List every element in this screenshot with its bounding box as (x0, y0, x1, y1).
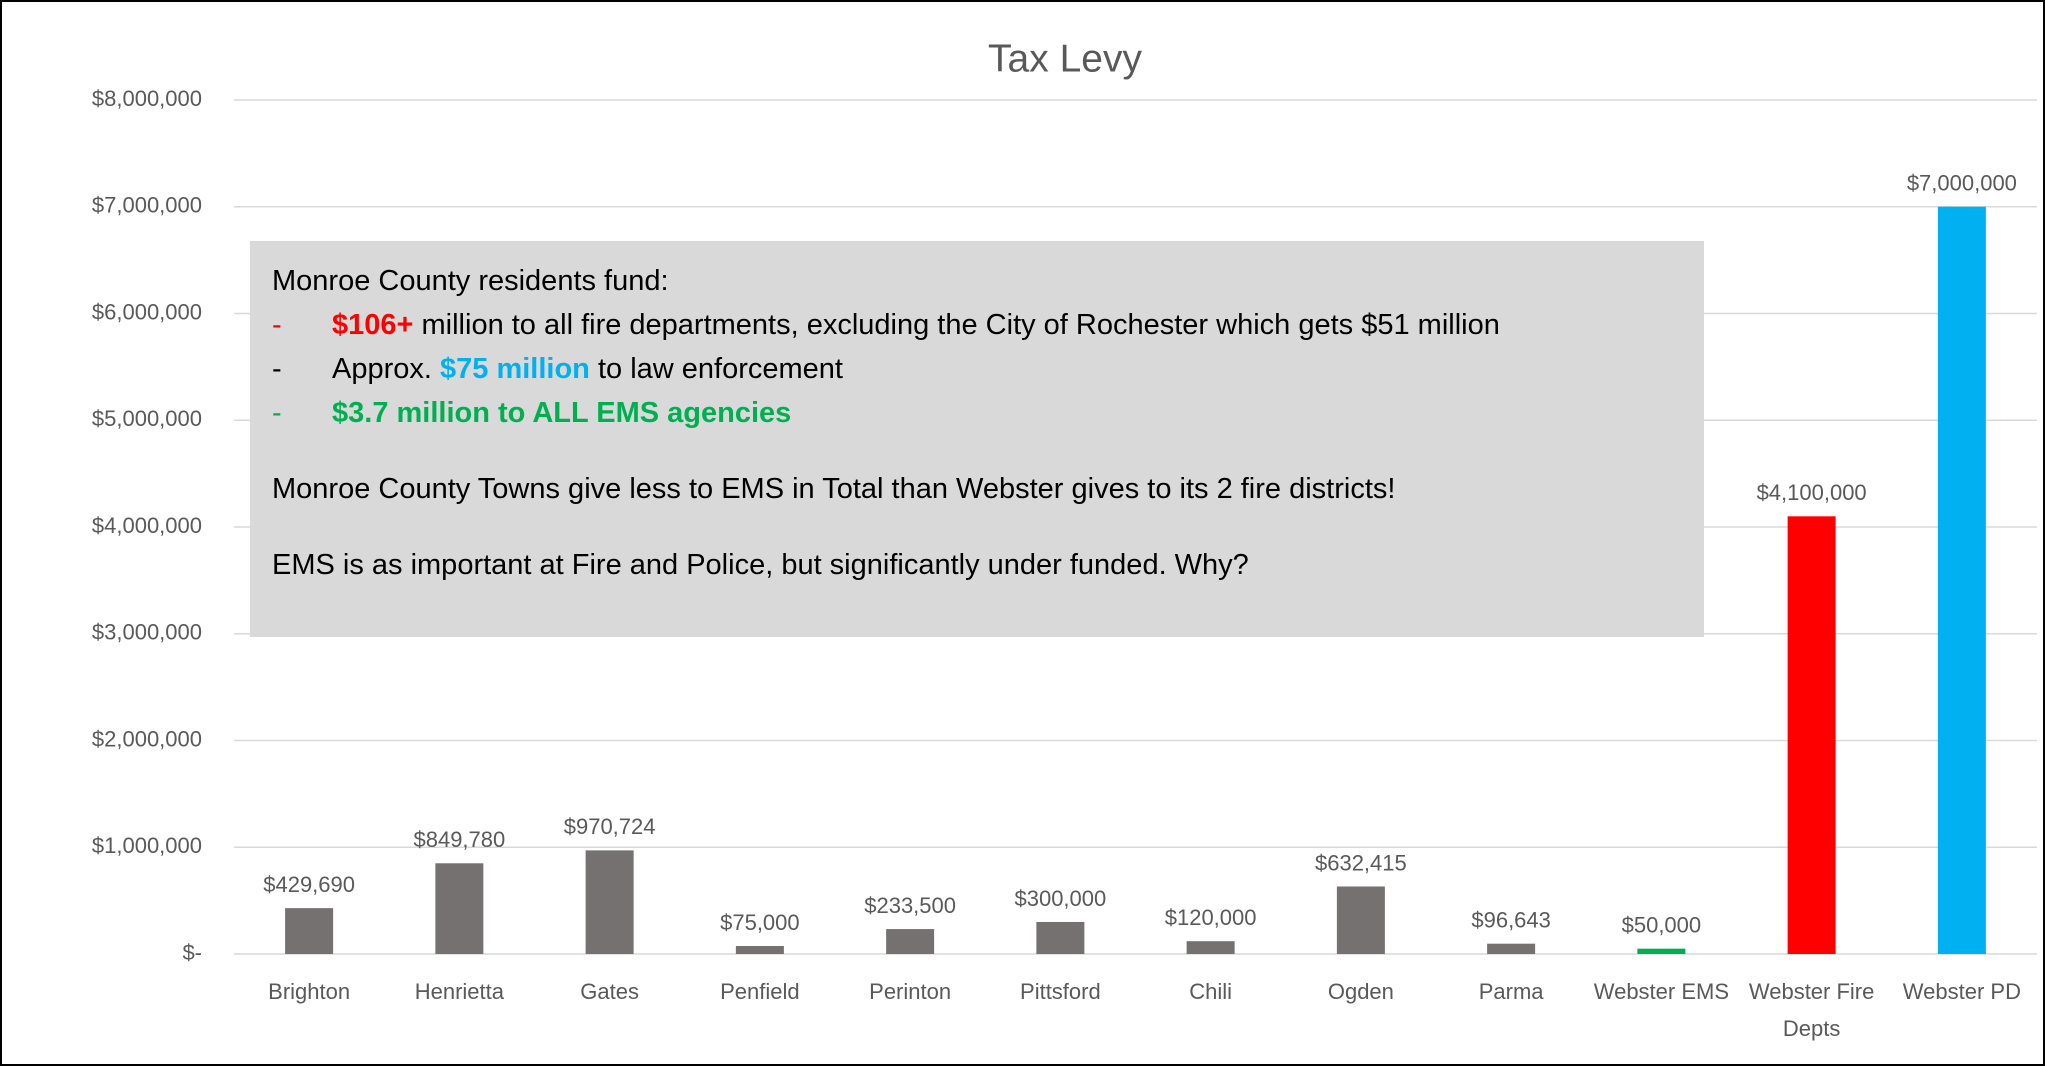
annotation-paragraph: Monroe County Towns give less to EMS in … (272, 473, 1396, 505)
bullet-marker: - (272, 309, 282, 341)
bar (285, 908, 334, 954)
bar (1637, 948, 1686, 954)
annotation-box: Monroe County residents fund: - $106+ mil… (250, 241, 1704, 637)
y-tick-label: $8,000,000 (92, 86, 202, 111)
value-label: $75,000 (720, 910, 800, 935)
bar (1186, 941, 1235, 954)
bullet-text: $3.7 million to ALL EMS agencies (332, 391, 1674, 435)
x-tick-label: Ogden (1328, 979, 1394, 1004)
x-tick-label: Pittsford (1020, 979, 1101, 1004)
text-run: $3.7 million to ALL EMS agencies (332, 397, 792, 429)
y-tick-label: $- (182, 940, 202, 965)
bullet-marker: - (272, 353, 282, 385)
x-tick-label: Brighton (268, 979, 350, 1004)
x-tick-label: Webster Fire Depts (1749, 979, 1875, 1041)
value-label: $120,000 (1165, 905, 1257, 930)
y-tick-label: $3,000,000 (92, 620, 202, 645)
annotation-heading: Monroe County residents fund: (272, 265, 669, 297)
bar (1036, 921, 1085, 954)
bullet-marker: - (272, 397, 282, 429)
y-tick-label: $5,000,000 (92, 406, 202, 431)
value-label: $96,643 (1471, 907, 1551, 932)
value-label: $849,780 (413, 827, 505, 852)
y-tick-label: $6,000,000 (92, 299, 202, 324)
x-tick-label: Perinton (869, 979, 951, 1004)
text-run: to law enforcement (589, 353, 843, 385)
bullet-text: $106+ million to all fire departments, e… (332, 303, 1674, 347)
bullet: - Approx. $75 million to law enforcement (272, 347, 1674, 391)
bullet: - $3.7 million to ALL EMS agencies (272, 391, 1674, 435)
value-label: $4,100,000 (1757, 480, 1867, 505)
y-tick-label: $2,000,000 (92, 726, 202, 751)
value-label: $970,724 (564, 814, 656, 839)
x-tick-label: Parma (1479, 979, 1545, 1004)
value-label: $50,000 (1622, 912, 1702, 937)
y-tick-label: $4,000,000 (92, 513, 202, 538)
bar (585, 850, 634, 954)
bar (1937, 206, 1986, 954)
bullet-text: Approx. $75 million to law enforcement (332, 347, 1674, 391)
bar (1787, 516, 1836, 954)
x-tick-line: Depts (1783, 1016, 1840, 1041)
text-run: $75 million (440, 353, 590, 385)
text-run: $106+ (332, 309, 414, 341)
bar (435, 863, 484, 954)
value-label: $233,500 (864, 893, 956, 918)
value-label: $632,415 (1315, 850, 1407, 875)
bar (735, 945, 784, 954)
text-run: million to all fire departments, excludi… (413, 309, 1500, 341)
value-label: $300,000 (1014, 886, 1106, 911)
value-label: $429,690 (263, 872, 355, 897)
x-tick-label: Chili (1189, 979, 1232, 1004)
y-tick-label: $1,000,000 (92, 833, 202, 858)
value-label: $7,000,000 (1907, 171, 2017, 196)
x-tick-label: Penfield (720, 979, 800, 1004)
text-run: Approx. (332, 353, 440, 385)
annotation-paragraph: EMS is as important at Fire and Police, … (272, 549, 1249, 581)
bar (1487, 943, 1536, 954)
y-tick-label: $7,000,000 (92, 193, 202, 218)
bar (886, 929, 935, 954)
bar (1336, 886, 1385, 954)
chart-title: Tax Levy (988, 37, 1142, 80)
x-tick-label: Webster PD (1903, 979, 2021, 1004)
x-tick-label: Henrietta (415, 979, 505, 1004)
x-tick-label: Webster EMS (1594, 979, 1729, 1004)
x-tick-label: Gates (580, 979, 639, 1004)
bullet: - $106+ million to all fire departments, … (272, 303, 1674, 347)
x-tick-line: Webster Fire (1749, 979, 1875, 1004)
